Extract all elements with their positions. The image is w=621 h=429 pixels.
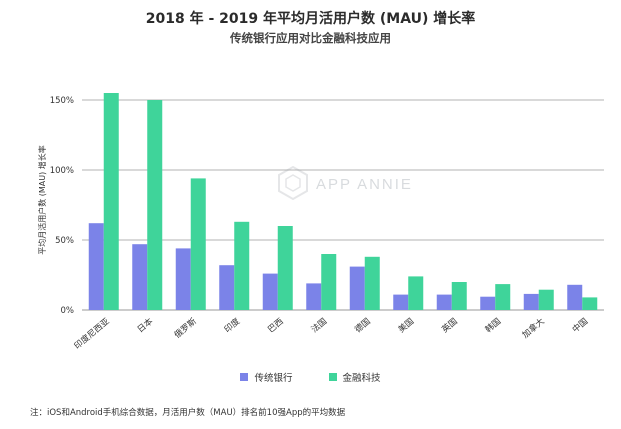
x-tick-label: 德国 — [353, 316, 373, 335]
bar-fintech[interactable] — [364, 256, 380, 310]
y-tick-label: 50% — [55, 236, 74, 246]
legend-label-fintech: 金融科技 — [342, 373, 381, 384]
bar-fintech[interactable] — [495, 284, 511, 310]
watermark: APP ANNIE — [278, 165, 413, 201]
legend-swatch-fintech — [328, 373, 337, 381]
y-axis-label: 平均月活用户数 (MAU) 增长率 — [37, 145, 47, 255]
footnote: 注：iOS和Android手机综合数据，月活用户数（MAU）排名前10强App的… — [30, 408, 346, 418]
bar-bank[interactable] — [262, 273, 278, 310]
bar-fintech[interactable] — [451, 282, 467, 310]
bar-bank[interactable] — [219, 265, 235, 310]
x-tick-label: 印度尼西亚 — [72, 316, 112, 352]
bar-bank[interactable] — [175, 248, 191, 310]
bar-fintech[interactable] — [277, 226, 293, 310]
bar-fintech[interactable] — [408, 276, 424, 310]
y-tick-label: 150% — [50, 96, 74, 106]
grid-lines — [82, 99, 604, 311]
bar-fintech[interactable] — [147, 100, 163, 310]
x-tick-label: 英国 — [440, 316, 460, 335]
legend: 传统银行 金融科技 — [0, 370, 621, 384]
bar-bank[interactable] — [88, 223, 104, 310]
y-tick-labels: 0% 50% 100% 150% — [50, 96, 74, 316]
x-tick-label: 韩国 — [483, 316, 503, 335]
y-tick-label: 0% — [61, 306, 75, 316]
x-tick-label: 法国 — [309, 316, 329, 335]
bar-fintech[interactable] — [234, 221, 250, 310]
x-tick-label: 巴西 — [266, 317, 285, 336]
bar-bank[interactable] — [132, 244, 148, 310]
x-tick-label: 中国 — [570, 316, 590, 335]
legend-swatch-bank — [240, 373, 249, 381]
bar-fintech[interactable] — [582, 297, 598, 310]
bar-bank[interactable] — [393, 294, 409, 310]
bar-bank[interactable] — [436, 294, 452, 310]
app-annie-logo-icon — [278, 165, 308, 201]
x-tick-label: 印度 — [222, 316, 242, 336]
bar-fintech[interactable] — [538, 289, 554, 310]
x-tick-label: 日本 — [135, 316, 155, 336]
chart-subtitle: 传统银行应用对比金融科技应用 — [230, 31, 391, 45]
x-tick-label: 加拿大 — [520, 316, 547, 341]
bar-bank[interactable] — [306, 283, 322, 310]
x-tick-label: 俄罗斯 — [172, 316, 199, 341]
legend-label-bank: 传统银行 — [254, 373, 293, 384]
bar-fintech[interactable] — [190, 178, 206, 310]
bar-bank[interactable] — [523, 293, 539, 310]
legend-item-fintech[interactable]: 金融科技 — [328, 370, 381, 384]
legend-item-bank[interactable]: 传统银行 — [240, 370, 293, 384]
bar-fintech[interactable] — [321, 254, 337, 310]
bar-bank[interactable] — [567, 284, 583, 310]
chart-title: 2018 年 - 2019 年平均月活用户数 (MAU) 增长率 — [145, 11, 476, 27]
x-tick-labels: 印度尼西亚 日本 俄罗斯 印度 巴西 法国 德国 美国 英国 韩国 加拿大 中国 — [72, 316, 590, 352]
bar-fintech[interactable] — [103, 93, 119, 310]
watermark-text: APP ANNIE — [316, 176, 413, 193]
bars — [88, 93, 598, 310]
y-tick-label: 100% — [50, 166, 74, 176]
x-tick-label: 美国 — [396, 316, 416, 335]
bar-bank[interactable] — [349, 266, 365, 310]
bar-bank[interactable] — [480, 296, 496, 310]
